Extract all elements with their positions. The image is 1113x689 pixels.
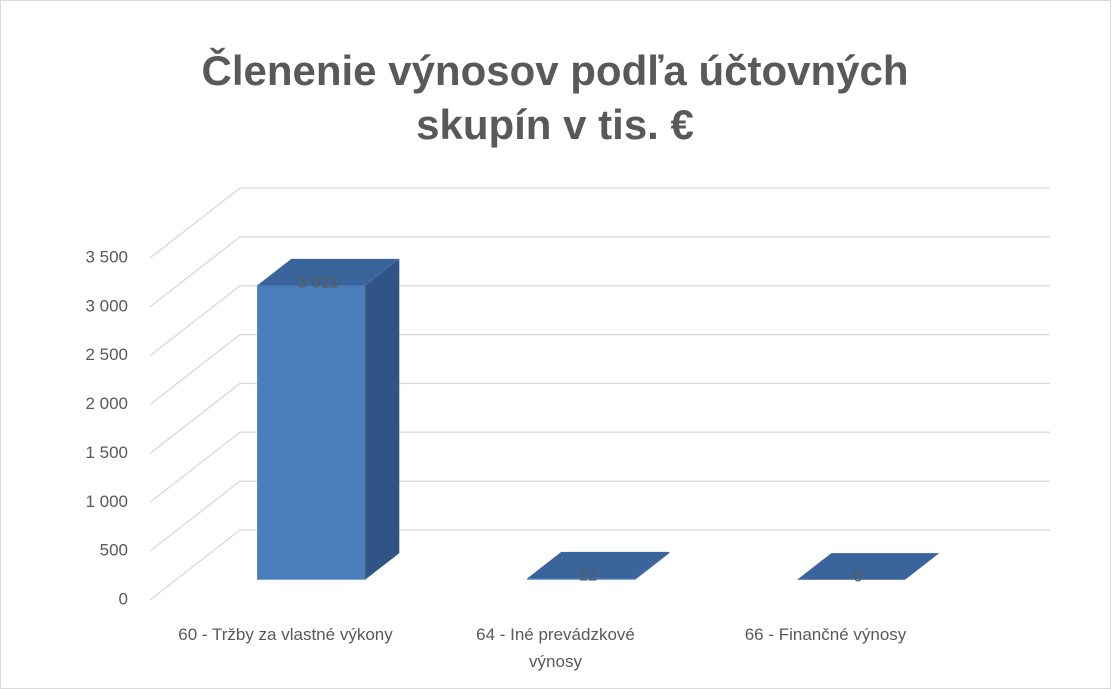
y-tick-label: 1 000 bbox=[85, 492, 128, 511]
grid-line bbox=[149, 529, 1050, 601]
grid-line bbox=[149, 333, 1050, 406]
y-tick-label: 2 000 bbox=[85, 394, 128, 413]
grid-line bbox=[149, 480, 1050, 552]
y-tick-label: 2 500 bbox=[85, 345, 128, 364]
x-tick-label: 64 - Iné prevádzkové výnosy bbox=[476, 625, 635, 671]
y-tick-label: 3 500 bbox=[85, 247, 128, 266]
grid-line bbox=[149, 187, 1050, 259]
y-tick-label: 1 500 bbox=[85, 443, 128, 462]
bar-side bbox=[365, 258, 400, 580]
bar-top bbox=[527, 551, 670, 579]
grid-line bbox=[149, 431, 1050, 503]
bar-front bbox=[257, 285, 366, 580]
chart-title: Členenie výnosov podľa účtovných skupín … bbox=[201, 47, 909, 148]
bar-top bbox=[257, 258, 400, 286]
value-label: 3 011 bbox=[297, 272, 338, 291]
value-label: 0 bbox=[853, 567, 862, 586]
grid-line bbox=[149, 236, 1050, 308]
bar-front bbox=[527, 578, 636, 580]
bar-side bbox=[635, 551, 670, 580]
grid-line bbox=[149, 382, 1050, 454]
y-tick-label: 0 bbox=[119, 589, 128, 608]
y-tick-label: 3 000 bbox=[85, 296, 128, 315]
x-tick-label: 60 - Tržby za vlastné výkony bbox=[178, 625, 393, 644]
x-tick-label: 66 - Finančné výnosy bbox=[744, 625, 907, 644]
value-label: 12 bbox=[578, 565, 597, 584]
bar-top bbox=[797, 553, 940, 580]
y-tick-label: 500 bbox=[100, 541, 128, 560]
grid-line bbox=[149, 285, 1050, 357]
